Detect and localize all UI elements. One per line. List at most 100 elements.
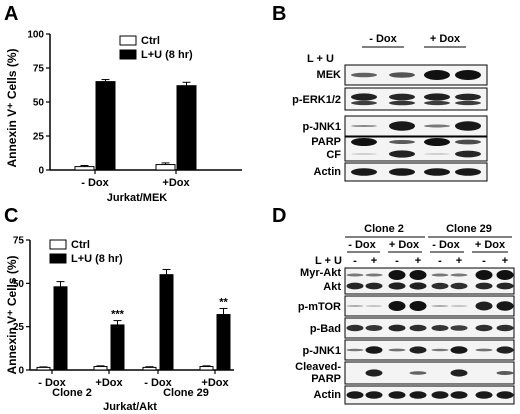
blot-band — [365, 273, 383, 277]
legend-swatch — [49, 239, 67, 250]
panel-letter-b: B — [272, 3, 286, 25]
blot-row-label: Actin — [314, 389, 342, 401]
bar-ctrl — [36, 366, 51, 371]
blot-band — [389, 140, 415, 144]
blot-row-label: CF — [326, 149, 341, 161]
x-tick-label: +Dox — [95, 377, 123, 389]
panel-letter-c: C — [4, 205, 18, 227]
legend-label: Ctrl — [141, 35, 160, 47]
lane-sign: + — [502, 255, 508, 267]
blot-band — [351, 153, 377, 155]
blot-strip — [344, 385, 515, 405]
blot-band — [431, 273, 449, 277]
bar-lu — [159, 274, 174, 371]
blot-band — [346, 324, 364, 332]
blot-band — [389, 100, 415, 106]
legend-swatch — [119, 49, 137, 60]
x-tick-label: - Dox — [38, 377, 66, 389]
legend-swatch — [49, 253, 67, 264]
blot-band — [496, 346, 514, 354]
blot-band — [450, 325, 468, 331]
blot-b-treatment: L + U — [307, 53, 334, 65]
chart-a: Annexin V⁺ Cells (%) Jurkat/MEK 0 25 50 75 1… — [5, 30, 242, 204]
legend-label: Ctrl — [71, 239, 90, 251]
blot-band — [409, 391, 427, 399]
blot-band — [365, 305, 383, 307]
blot-band — [424, 138, 450, 146]
blot-band — [409, 346, 427, 354]
blot-band — [496, 270, 514, 280]
blot-d-clone-right: Clone 29 — [446, 223, 492, 235]
blot-b-header-right: + Dox — [430, 33, 461, 45]
blot-band — [365, 346, 383, 354]
blot-band — [351, 168, 377, 176]
x-tick-label: +Dox — [162, 177, 190, 189]
chart-c-xlabel: Jurkat/Akt — [103, 401, 157, 413]
blot-band — [388, 282, 406, 290]
lane-sign: + — [415, 255, 421, 267]
blot-band — [431, 282, 449, 290]
legend-swatch — [119, 35, 137, 46]
blot-band — [388, 391, 406, 399]
western-blot-b: - Dox + Dox L + U -+-+ MEKp-ERK1/2p-JNK1… — [292, 33, 488, 182]
x-tick-label: - Dox — [81, 177, 109, 189]
blot-row-label: Myr-Akt — [300, 267, 341, 279]
blot-d-treatment: L + U — [315, 255, 342, 267]
blot-band — [351, 138, 377, 146]
blot-strip — [344, 162, 488, 182]
blot-band — [409, 270, 427, 280]
blot-band — [455, 121, 481, 131]
blot-band — [475, 282, 493, 290]
blot-d-dox-4: + Dox — [475, 239, 506, 251]
blot-band — [450, 305, 468, 307]
y-tick-label: 75 — [33, 64, 45, 75]
blot-band — [346, 273, 364, 277]
blot-band — [389, 168, 415, 176]
blot-band — [496, 282, 514, 290]
blot-band — [455, 70, 481, 80]
blot-row-label: p-Bad — [310, 323, 341, 335]
bar-lu — [95, 81, 116, 171]
bar-ctrl — [155, 164, 176, 171]
blot-band — [409, 301, 427, 311]
x-tick-label: - Dox — [144, 377, 172, 389]
blot-band — [455, 150, 481, 158]
blot-row-label: p-JNK1 — [302, 345, 341, 357]
blot-band — [450, 391, 468, 399]
blot-band — [424, 100, 450, 106]
bar-lu — [216, 314, 231, 371]
blot-band — [346, 282, 364, 290]
blot-band — [346, 391, 364, 399]
blot-d-dox-3: - Dox — [432, 239, 460, 251]
blot-band — [351, 72, 377, 78]
y-tick-label: 25 — [13, 322, 25, 333]
blot-d-dox-1: - Dox — [348, 239, 376, 251]
blot-band — [455, 168, 481, 176]
blot-row-label: MEK — [317, 69, 342, 81]
blot-row-label: Actin — [314, 166, 342, 178]
blot-band — [450, 369, 468, 377]
bar-lu — [53, 286, 68, 371]
blot-band — [424, 70, 450, 80]
blot-strip — [344, 87, 488, 111]
blot-strip — [344, 361, 515, 385]
panel-letter-d: D — [272, 205, 286, 227]
blot-band — [388, 301, 406, 311]
legend-label: L+U (8 hr) — [71, 253, 123, 265]
lane-sign: - — [395, 255, 399, 267]
bar-lu — [110, 324, 125, 371]
lane-sign: - — [438, 255, 442, 267]
blot-band — [431, 325, 449, 331]
significance-label: ** — [219, 296, 228, 308]
blot-band — [389, 150, 415, 158]
blot-band — [475, 301, 493, 311]
y-tick-label: 100 — [27, 30, 44, 41]
blot-row-label: p-ERK1/2 — [292, 94, 341, 106]
blot-band — [388, 324, 406, 332]
lane-sign: - — [353, 255, 357, 267]
blot-band — [388, 348, 406, 352]
legend-label: L+U (8 hr) — [141, 49, 193, 61]
blot-row-label: PARP — [311, 373, 341, 385]
blot-d-dox-2: + Dox — [389, 239, 420, 251]
